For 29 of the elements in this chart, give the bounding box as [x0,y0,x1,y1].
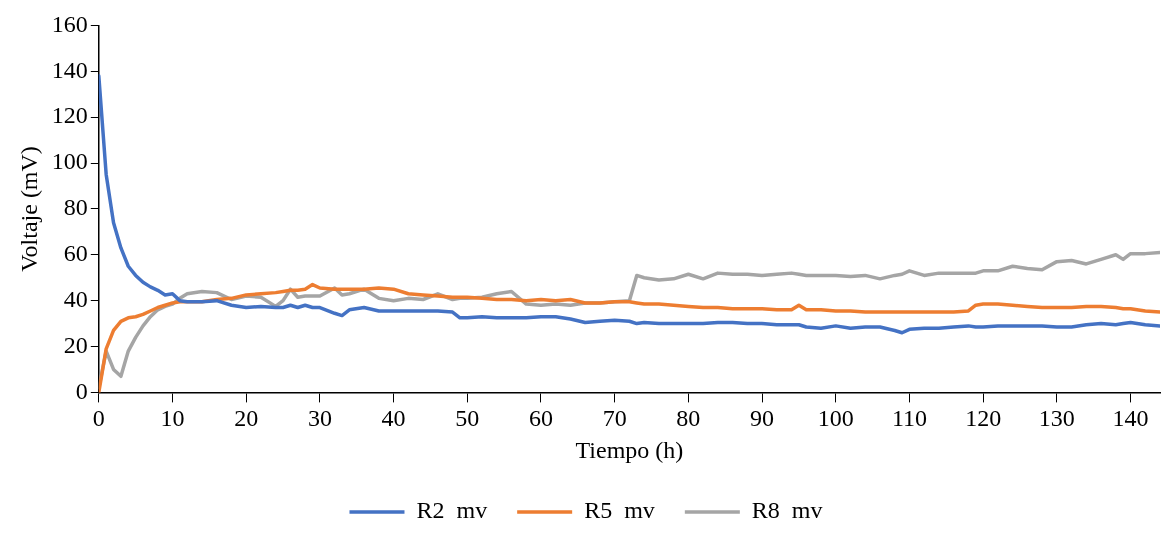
y-tick-label: 20 [63,331,88,358]
y-tick-label: 40 [63,285,88,312]
x-axis-title: Tiempo (h) [575,436,684,463]
x-tick-label: 80 [676,405,701,432]
x-tick-label: 0 [92,405,105,432]
x-tick-label: 30 [307,405,332,432]
x-tick-label: 90 [750,405,775,432]
x-tick-label: 50 [455,405,480,432]
y-tick-label: 140 [51,56,88,83]
y-tick-label: 100 [51,148,88,175]
x-tick-label: 10 [160,405,185,432]
x-tick-label: 140 [1112,405,1149,432]
x-tick-label: 100 [817,405,854,432]
legend-label: R2 mv [416,497,488,524]
x-tick-label: 120 [965,405,1002,432]
legend-label: R5 mv [584,497,655,524]
x-tick-label: 60 [528,405,553,432]
y-axis-title: Voltaje (mV) [15,146,42,272]
y-tick-label: 160 [51,10,88,37]
y-tick-label: 120 [51,102,88,129]
x-tick-label: 130 [1038,405,1075,432]
x-tick-label: 70 [602,405,627,432]
x-tick-label: 110 [891,405,927,432]
y-tick-label: 60 [63,240,88,267]
y-tick-label: 0 [75,377,88,404]
legend-label: R8 mv [751,497,823,524]
x-tick-label: 20 [234,405,259,432]
x-tick-label: 40 [381,405,406,432]
y-tick-label: 80 [63,194,88,221]
